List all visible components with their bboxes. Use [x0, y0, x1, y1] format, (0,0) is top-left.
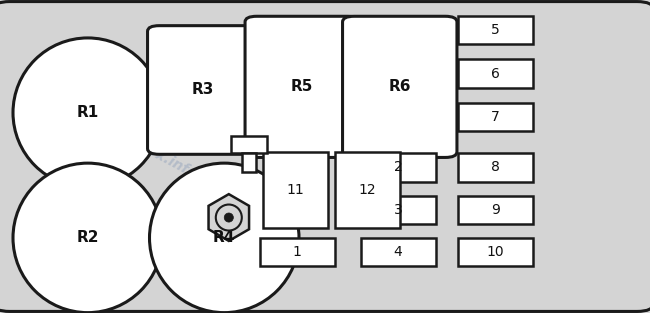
Ellipse shape [224, 213, 233, 222]
Text: 7: 7 [491, 110, 500, 124]
FancyBboxPatch shape [245, 16, 359, 157]
Text: Fuse-Box.info: Fuse-Box.info [99, 119, 200, 181]
Text: 2: 2 [394, 161, 402, 174]
Bar [361, 196, 436, 224]
Text: R1: R1 [77, 105, 99, 120]
Text: 12: 12 [358, 183, 376, 197]
Bar [335, 152, 400, 228]
Ellipse shape [13, 163, 162, 313]
Text: 1: 1 [293, 245, 302, 259]
Text: 8: 8 [491, 161, 500, 174]
Bar [458, 59, 533, 88]
Ellipse shape [13, 38, 162, 187]
Text: R6: R6 [389, 80, 411, 94]
Bar [361, 153, 436, 182]
Ellipse shape [150, 163, 299, 313]
Text: 5: 5 [491, 23, 500, 37]
Text: 3: 3 [394, 203, 402, 217]
FancyBboxPatch shape [343, 16, 457, 157]
Bar [231, 136, 266, 153]
Bar [458, 16, 533, 44]
Text: 10: 10 [487, 245, 504, 259]
Text: 4: 4 [394, 245, 402, 259]
Bar [458, 103, 533, 131]
FancyBboxPatch shape [148, 26, 259, 154]
Text: R4: R4 [213, 230, 235, 245]
Bar [361, 238, 436, 266]
Text: 11: 11 [287, 183, 305, 197]
Text: 9: 9 [491, 203, 500, 217]
Text: R5: R5 [291, 80, 313, 94]
Bar [260, 238, 335, 266]
Text: 6: 6 [491, 67, 500, 80]
Bar [242, 153, 256, 172]
Text: R2: R2 [77, 230, 99, 245]
Bar [458, 153, 533, 182]
Text: R3: R3 [192, 83, 215, 97]
Polygon shape [209, 194, 249, 241]
Bar [263, 152, 328, 228]
Bar [458, 238, 533, 266]
Bar [458, 196, 533, 224]
Ellipse shape [216, 204, 242, 231]
